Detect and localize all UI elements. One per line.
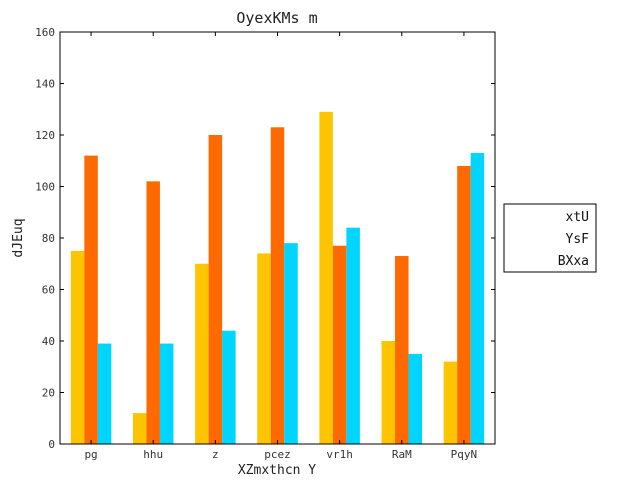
x-axis: pg hhu z pcez vr1h RaM PqyN xyxy=(84,32,477,461)
bar-YsF-pcez xyxy=(270,127,285,445)
y-tick-label: 60 xyxy=(42,284,55,297)
x-tick-label: pg xyxy=(84,448,97,461)
y-tick-label: 80 xyxy=(42,232,55,245)
bar-xtU-PqyN xyxy=(443,361,458,444)
bar-BXxa-vr1h xyxy=(346,227,360,444)
y-tick-label: 120 xyxy=(35,129,55,142)
bar-YsF-vr1h xyxy=(332,245,347,444)
y-tick-label: 140 xyxy=(35,78,55,91)
chart-title: OyexKMs m xyxy=(236,9,317,27)
bar-BXxa-RaM xyxy=(408,353,423,445)
legend: xtU YsF BXxa xyxy=(503,203,597,273)
bars-layer xyxy=(70,111,485,445)
bar-BXxa-hhu xyxy=(159,343,174,444)
bar-xtU-pg xyxy=(70,250,85,445)
bar-YsF-PqyN xyxy=(457,165,471,444)
bar-BXxa-pg xyxy=(97,343,112,444)
x-tick-label: z xyxy=(212,448,219,461)
bar-YsF-RaM xyxy=(395,256,409,444)
y-axis: 0 20 40 60 80 100 120 140 160 xyxy=(35,26,495,451)
y-tick-label: 40 xyxy=(42,335,55,348)
x-axis-label: XZmxthcn Y xyxy=(238,463,316,478)
y-tick-label: 0 xyxy=(48,438,55,451)
bar-BXxa-pcez xyxy=(284,243,298,444)
bar-YsF-pg xyxy=(84,155,98,444)
bar-BXxa-z xyxy=(222,330,236,444)
bar-BXxa-PqyN xyxy=(470,153,485,444)
y-tick-label: 160 xyxy=(35,26,55,39)
bar-xtU-RaM xyxy=(381,341,396,444)
y-tick-label: 100 xyxy=(35,181,55,194)
legend-label-YsF: YsF xyxy=(566,232,590,247)
bar-xtU-z xyxy=(195,263,209,444)
legend-label-BXxa: BXxa xyxy=(558,254,589,269)
x-tick-label: vr1h xyxy=(326,448,353,461)
legend-label-xtU: xtU xyxy=(566,210,589,225)
y-tick-label: 20 xyxy=(42,387,55,400)
x-tick-label: pcez xyxy=(264,448,291,461)
legend-frame xyxy=(503,203,597,273)
x-tick-label: hhu xyxy=(143,448,163,461)
y-axis-label: dJEuq xyxy=(11,218,26,257)
x-tick-label: PqyN xyxy=(451,448,478,461)
bar-YsF-hhu xyxy=(146,181,160,444)
bar-YsF-z xyxy=(208,135,223,444)
x-tick-label: RaM xyxy=(392,448,412,461)
bar-xtU-hhu xyxy=(132,413,147,444)
bar-xtU-vr1h xyxy=(319,111,333,444)
bar-xtU-pcez xyxy=(257,253,271,444)
